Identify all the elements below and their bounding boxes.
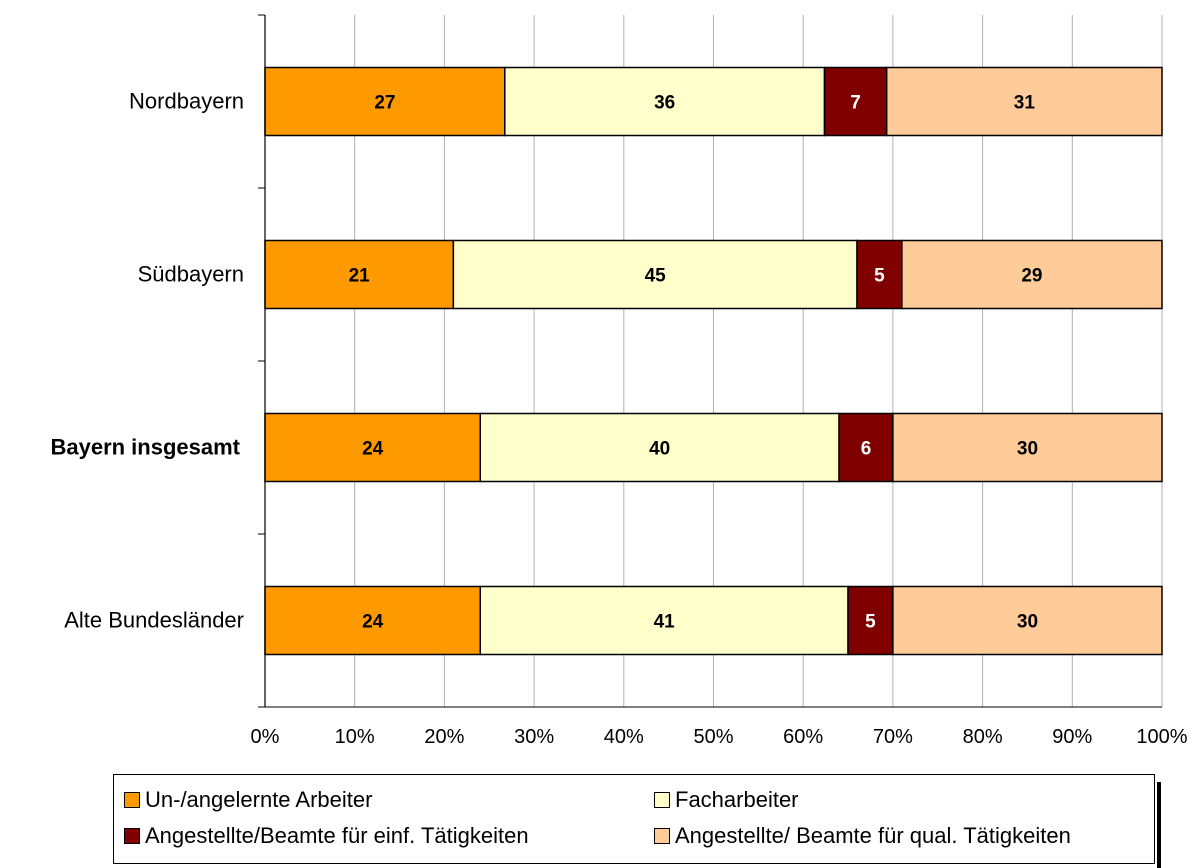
- bar-segment: [479, 412, 840, 483]
- bar-data-label: 45: [645, 266, 667, 287]
- y-category-label: Bayern insgesamt: [50, 435, 240, 460]
- legend-swatch-facharbeiter: [654, 792, 670, 808]
- bar-data-label: 5: [865, 612, 876, 633]
- bar-segment: [856, 239, 903, 310]
- bar-data-label: 30: [1017, 612, 1038, 633]
- bar-data-label: 6: [861, 439, 872, 460]
- legend: Un-/angelernte Arbeiter Facharbeiter Ang…: [113, 774, 1155, 864]
- y-category-label: Südbayern: [138, 262, 244, 287]
- axis-layer: [258, 14, 1162, 708]
- bar-segment: [504, 66, 826, 137]
- legend-item-qualifizierte-taetigkeiten: Angestellte/ Beamte für qual. Tätigkeite…: [654, 823, 1071, 849]
- bar-data-label: 40: [649, 439, 670, 460]
- bar-segment: [892, 585, 1163, 656]
- bar-data-label: 24: [362, 439, 384, 460]
- x-tick-label: 100%: [1136, 726, 1187, 748]
- x-tick-label: 90%: [1052, 726, 1092, 748]
- x-tick-label: 60%: [783, 726, 823, 748]
- bar-data-label: 7: [850, 93, 861, 114]
- legend-label-einfache-taetigkeiten: Angestellte/Beamte für einf. Tätigkeiten: [145, 823, 529, 848]
- bar-segment: [823, 66, 888, 137]
- bar-data-label: 27: [374, 93, 395, 114]
- x-tick-label: 40%: [604, 726, 644, 748]
- legend-label-qualifizierte-taetigkeiten: Angestellte/ Beamte für qual. Tätigkeite…: [675, 823, 1071, 848]
- y-category-label: Alte Bundesländer: [64, 608, 244, 633]
- legend-item-unangelernte: Un-/angelernte Arbeiter: [124, 787, 372, 813]
- legend-shadow: [1157, 782, 1161, 868]
- bars-layer: [264, 66, 1163, 656]
- bar-segment: [264, 412, 482, 483]
- x-tick-label: 10%: [335, 726, 375, 748]
- x-tick-label: 50%: [693, 726, 733, 748]
- legend-swatch-unangelernte: [124, 792, 140, 808]
- legend-label-unangelernte: Un-/angelernte Arbeiter: [145, 787, 373, 812]
- bar-segment: [901, 239, 1163, 310]
- x-tick-label: 30%: [514, 726, 554, 748]
- bar-segment: [264, 585, 482, 656]
- bar-data-label: 24: [362, 612, 384, 633]
- bar-data-label: 21: [349, 266, 371, 287]
- bar-segment: [847, 585, 894, 656]
- bar-data-label: 29: [1021, 266, 1042, 287]
- bar-segment: [479, 585, 849, 656]
- legend-item-facharbeiter: Facharbeiter: [654, 787, 799, 813]
- bar-segment: [892, 412, 1163, 483]
- bar-segment: [838, 412, 894, 483]
- bar-segment: [452, 239, 858, 310]
- bar-data-label: 36: [654, 93, 675, 114]
- legend-item-einfache-taetigkeiten: Angestellte/Beamte für einf. Tätigkeiten: [124, 823, 529, 849]
- labels-layer: 0% 10% 20% 30% 40% 50% 60% 70% 80% 90% 100% Nordbay…: [50, 89, 1187, 749]
- x-tick-label: 70%: [873, 726, 913, 748]
- x-tick-label: 0%: [251, 726, 280, 748]
- x-tick-label: 20%: [424, 726, 464, 748]
- x-tick-label: 80%: [963, 726, 1003, 748]
- bar-data-label: 41: [654, 612, 676, 633]
- y-category-label: Nordbayern: [129, 89, 244, 114]
- bar-data-label: 31: [1014, 93, 1036, 114]
- legend-swatch-qualifizierte-taetigkeiten: [654, 828, 670, 844]
- legend-swatch-einfache-taetigkeiten: [124, 828, 140, 844]
- bar-data-label: 30: [1017, 439, 1038, 460]
- bar-segment: [885, 66, 1163, 137]
- legend-label-facharbeiter: Facharbeiter: [675, 787, 799, 812]
- bar-data-label: 5: [874, 266, 885, 287]
